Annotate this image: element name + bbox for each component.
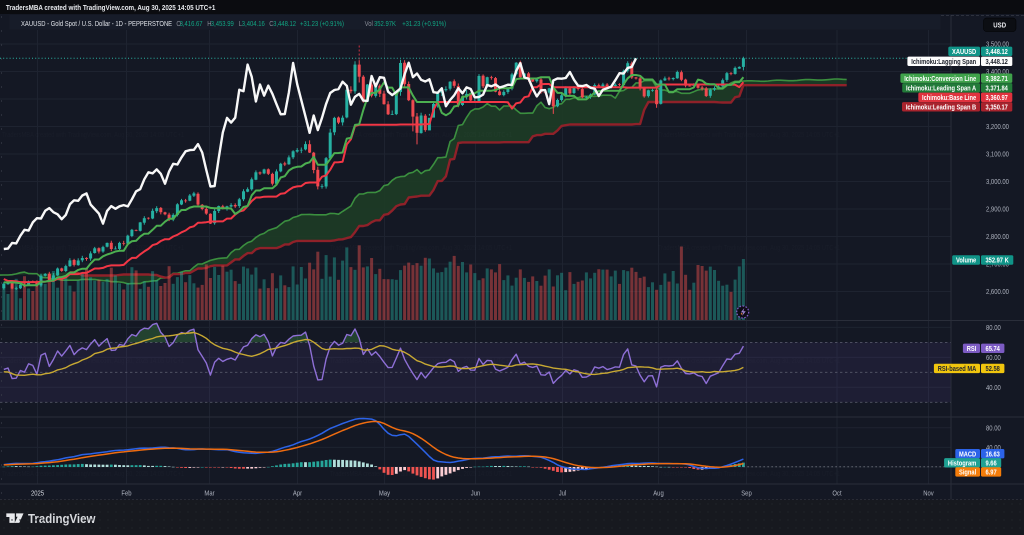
svg-text:352.97K: 352.97K [374,21,397,29]
svg-text:O: O [176,21,181,29]
svg-text:60.00: 60.00 [986,355,1001,363]
svg-text:3,200.00: 3,200.00 [986,124,1009,132]
svg-text:TradersMBA created with Tradin: TradersMBA created with TradingView.com,… [2,245,184,253]
svg-text:52.58: 52.58 [986,366,1001,374]
svg-text:TradersMBA created with Tradin: TradersMBA created with TradingView.com,… [658,358,840,366]
svg-text:2,700.00: 2,700.00 [986,261,1009,269]
svg-text:Apr: Apr [293,490,303,498]
svg-text:RSI: RSI [967,345,977,353]
svg-text:3,350.17: 3,350.17 [986,104,1009,112]
svg-text:Aug: Aug [653,490,664,498]
svg-text:9.66: 9.66 [986,460,998,468]
svg-text:40.00: 40.00 [986,445,1001,453]
svg-text:16.63: 16.63 [986,451,1001,459]
svg-text:2,800.00: 2,800.00 [986,234,1009,242]
svg-text:3,382.71: 3,382.71 [986,75,1009,83]
svg-text:80.00: 80.00 [986,325,1001,333]
svg-text:TradersMBA created with Tradin: TradersMBA created with TradingView.com,… [330,132,512,140]
svg-text:Jun: Jun [471,490,481,498]
svg-text:TradersMBA created with Tradin: TradersMBA created with TradingView.com,… [658,471,840,479]
svg-text:Oct: Oct [832,490,841,498]
svg-text:USD: USD [993,22,1006,30]
svg-text:Feb: Feb [121,490,131,498]
svg-text:Ichimoku:Base Line: Ichimoku:Base Line [922,94,977,102]
svg-text:C: C [269,21,273,29]
svg-text:TradersMBA created with Tradin: TradersMBA created with TradingView.com,… [2,358,184,366]
svg-text:Vol: Vol [365,21,374,29]
svg-text:+31.23 (+0.91%): +31.23 (+0.91%) [402,21,446,29]
svg-text:Jul: Jul [559,490,567,498]
svg-text:80.00: 80.00 [986,425,1001,433]
svg-text:+31.23 (+0.91%): +31.23 (+0.91%) [300,21,344,29]
svg-text:65.74: 65.74 [986,345,1001,353]
svg-text:3,416.67: 3,416.67 [180,21,203,29]
svg-text:Ichimoku:Leading Span A: Ichimoku:Leading Span A [906,85,976,93]
svg-text:Histogram: Histogram [948,460,977,468]
svg-text:Mar: Mar [204,490,215,498]
svg-text:Sep: Sep [741,490,752,498]
svg-text:TradersMBA created with Tradin: TradersMBA created with TradingView.com,… [2,471,184,479]
svg-text:TradersMBA created with Tradin: TradersMBA created with TradingView.com,… [330,358,512,366]
svg-text:Ichimoku:Conversion Line: Ichimoku:Conversion Line [904,75,976,83]
svg-text:3,400.00: 3,400.00 [986,69,1009,77]
svg-text:Ichimoku:Leading Span B: Ichimoku:Leading Span B [906,104,977,112]
svg-text:May: May [379,490,391,498]
svg-text:3,448.12: 3,448.12 [273,21,296,29]
svg-text:TradingView: TradingView [28,512,96,527]
svg-text:Volume: Volume [956,257,977,265]
svg-text:3,000.00: 3,000.00 [986,179,1009,187]
svg-text:TradersMBA created with Tradin: TradersMBA created with TradingView.com,… [330,471,512,479]
svg-text:3,100.00: 3,100.00 [986,151,1009,159]
svg-text:3,448.12: 3,448.12 [986,48,1009,56]
svg-text:H: H [207,21,211,29]
svg-text:6.97: 6.97 [986,469,998,477]
svg-text:40.00: 40.00 [986,384,1001,392]
svg-text:3,500.00: 3,500.00 [986,41,1009,49]
svg-text:3,404.16: 3,404.16 [242,21,265,29]
svg-text:3,360.97: 3,360.97 [986,94,1009,102]
svg-text:TradersMBA created with Tradin: TradersMBA created with TradingView.com,… [658,132,840,140]
svg-text:3,448.12: 3,448.12 [986,58,1009,66]
svg-text:Ichimoku:Lagging Span: Ichimoku:Lagging Span [911,58,976,66]
svg-text:TradersMBA created with Tradin: TradersMBA created with TradingView.com,… [6,5,216,13]
svg-text:Nov: Nov [923,490,934,498]
svg-text:RSI-based MA: RSI-based MA [938,366,977,374]
svg-text:352.97 K: 352.97 K [985,257,1009,265]
svg-text:2025: 2025 [31,490,44,498]
svg-text:3,371.84: 3,371.84 [986,85,1009,93]
svg-text:2,600.00: 2,600.00 [986,289,1009,297]
svg-text:TradersMBA created with Tradin: TradersMBA created with TradingView.com,… [330,245,512,253]
svg-text:MACD: MACD [959,451,977,459]
svg-text:3,453.99: 3,453.99 [211,21,234,29]
svg-text:XAUUSD - Gold Spot / U.S. Doll: XAUUSD - Gold Spot / U.S. Dollar - 1D - … [21,20,173,28]
svg-text:XAUUSD: XAUUSD [952,48,977,56]
svg-text:Signal: Signal [959,469,976,477]
svg-text:TradersMBA created with Tradin: TradersMBA created with TradingView.com,… [658,245,840,253]
svg-text:TradersMBA created with Tradin: TradersMBA created with TradingView.com,… [2,132,184,140]
svg-text:L: L [239,21,243,29]
svg-text:2,900.00: 2,900.00 [986,206,1009,214]
